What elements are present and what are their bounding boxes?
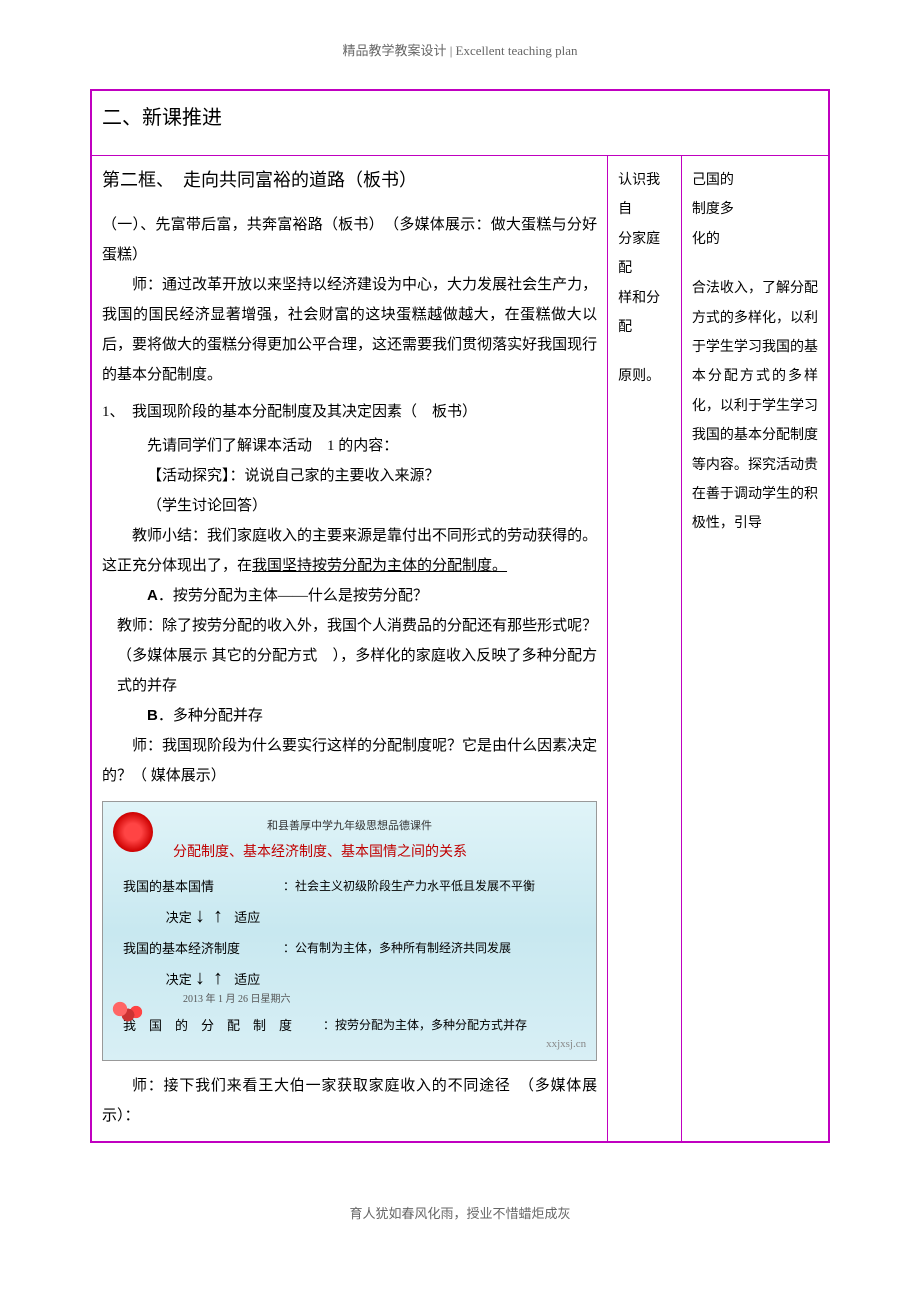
diagram-row3-desc: ：按劳分配为主体，多种分配方式并存 bbox=[323, 1016, 576, 1033]
side1-line2: 分家庭配 bbox=[618, 225, 671, 284]
diagram-header: 和县善厚中学九年级思想品德课件 bbox=[123, 817, 576, 833]
diagram-row1-label: 我国的基本国情 bbox=[123, 876, 283, 895]
diagram-row3-label: 我 国 的 分 配 制 度 bbox=[123, 1015, 323, 1034]
diagram-logo-icon bbox=[113, 812, 153, 852]
side2-line3: 化的 bbox=[692, 225, 818, 254]
diagram-row-3: 我 国 的 分 配 制 度 ：按劳分配为主体，多种分配方式并存 bbox=[123, 1015, 576, 1034]
page-footer: 育人犹如春风化雨，授业不惜蜡炬成灰 bbox=[90, 1203, 830, 1222]
item-a: AA．按劳分配为主体——什么是按劳分配？．按劳分配为主体——什么是按劳分配？ bbox=[147, 581, 597, 611]
teacher-q1: 教师：除了按劳分配的收入外，我国个人消费品的分配还有那些形式呢？（多媒体展示 其… bbox=[117, 611, 597, 701]
arrow-down-up-icon: ↓↑ bbox=[195, 905, 231, 927]
section-title: 二、新课推进 bbox=[102, 101, 818, 130]
diagram-row2-desc: ：公有制为主体，多种所有制经济共同发展 bbox=[283, 939, 576, 956]
flower-decoration-icon bbox=[108, 1000, 148, 1030]
diagram-arrows-1: 决定 ↓↑ 适应 bbox=[163, 905, 263, 928]
diagram-row1-desc: ：社会主义初级阶段生产力水平低且发展不平衡 bbox=[283, 877, 576, 894]
side-column-1: 认识我自 分家庭配 样和分配 原则。 bbox=[608, 156, 682, 1143]
arrow-label-left-2: 决定 bbox=[166, 972, 192, 987]
arrow-label-right: 适应 bbox=[234, 910, 260, 925]
teacher-q2: 师：我国现阶段为什么要实行这样的分配制度呢？它是由什么因素决定的？（ 媒体展示） bbox=[102, 731, 597, 791]
section-title-cell: 二、新课推进 bbox=[91, 90, 829, 156]
relationship-diagram: 和县善厚中学九年级思想品德课件 分配制度、基本经济制度、基本国情之间的关系 我国… bbox=[102, 801, 597, 1061]
arrow-label-left: 决定 bbox=[166, 910, 192, 925]
teacher-next: 师：接下我们来看王大伯一家获取家庭收入的不同途径 （多媒体展示）： bbox=[102, 1071, 597, 1131]
diagram-row-1: 我国的基本国情 ：社会主义初级阶段生产力水平低且发展不平衡 bbox=[123, 876, 576, 895]
side1-line4: 原则。 bbox=[618, 362, 671, 391]
item-b: B．多种分配并存 bbox=[147, 701, 597, 731]
page-header: 精品教学教案设计 | Excellent teaching plan bbox=[90, 40, 830, 59]
arrow-label-right-2: 适应 bbox=[234, 972, 260, 987]
side1-line1: 认识我自 bbox=[618, 166, 671, 225]
side2-line1: 己国的 bbox=[692, 166, 818, 195]
lesson-plan-table: 二、新课推进 第二框、 走向共同富裕的道路（板书） （一）、先富带后富，共奔富裕… bbox=[90, 89, 830, 1143]
activity-label: 【活动探究】：说说自己家的主要收入来源？ bbox=[147, 461, 597, 491]
diagram-watermark: xxjxsj.cn bbox=[546, 1038, 586, 1050]
diagram-row2-label: 我国的基本经济制度 bbox=[123, 938, 283, 957]
side2-vertical-text: 合法收入，了解分配方式的多样化，以利于学生学习我国的基本分配方式的多样化，以利于… bbox=[692, 274, 818, 539]
paragraph-1: 师：通过改革开放以来坚持以经济建设为中心，大力发展社会生产力，我国的国民经济显著… bbox=[102, 270, 597, 390]
teacher-summary: 教师小结：我们家庭收入的主要来源是靠付出不同形式的劳动获得的。这正充分体现出了，… bbox=[102, 521, 597, 581]
frame-title: 第二框、 走向共同富裕的道路（板书） bbox=[102, 166, 597, 192]
side-column-2: 己国的 制度多 化的 合法收入，了解分配方式的多样化，以利于学生学习我国的基本分… bbox=[681, 156, 829, 1143]
activity-sub: （学生讨论回答） bbox=[147, 491, 597, 521]
side2-line2: 制度多 bbox=[692, 195, 818, 224]
point-1: 1、 我国现阶段的基本分配制度及其决定因素（ 板书） bbox=[102, 400, 597, 421]
diagram-row-2: 我国的基本经济制度 ：公有制为主体，多种所有制经济共同发展 bbox=[123, 938, 576, 957]
diagram-title: 分配制度、基本经济制度、基本国情之间的关系 bbox=[173, 841, 576, 861]
diagram-arrows-2: 决定 ↓↑ 适应 bbox=[163, 967, 263, 990]
main-content-cell: 第二框、 走向共同富裕的道路（板书） （一）、先富带后富，共奔富裕路（板书） （… bbox=[91, 156, 608, 1143]
subsection-1: （一）、先富带后富，共奔富裕路（板书） （多媒体展示：做大蛋糕与分好蛋糕） bbox=[102, 210, 597, 270]
arrow-down-up-icon-2: ↓↑ bbox=[195, 967, 231, 989]
activity-intro: 先请同学们了解课本活动 1 的内容： bbox=[147, 431, 597, 461]
side1-line3: 样和分配 bbox=[618, 284, 671, 343]
diagram-date: 2013 年 1 月 26 日星期六 bbox=[183, 990, 576, 1005]
teacher-summary-underline: 我国坚持按劳分配为主体的分配制度。 bbox=[252, 558, 507, 574]
